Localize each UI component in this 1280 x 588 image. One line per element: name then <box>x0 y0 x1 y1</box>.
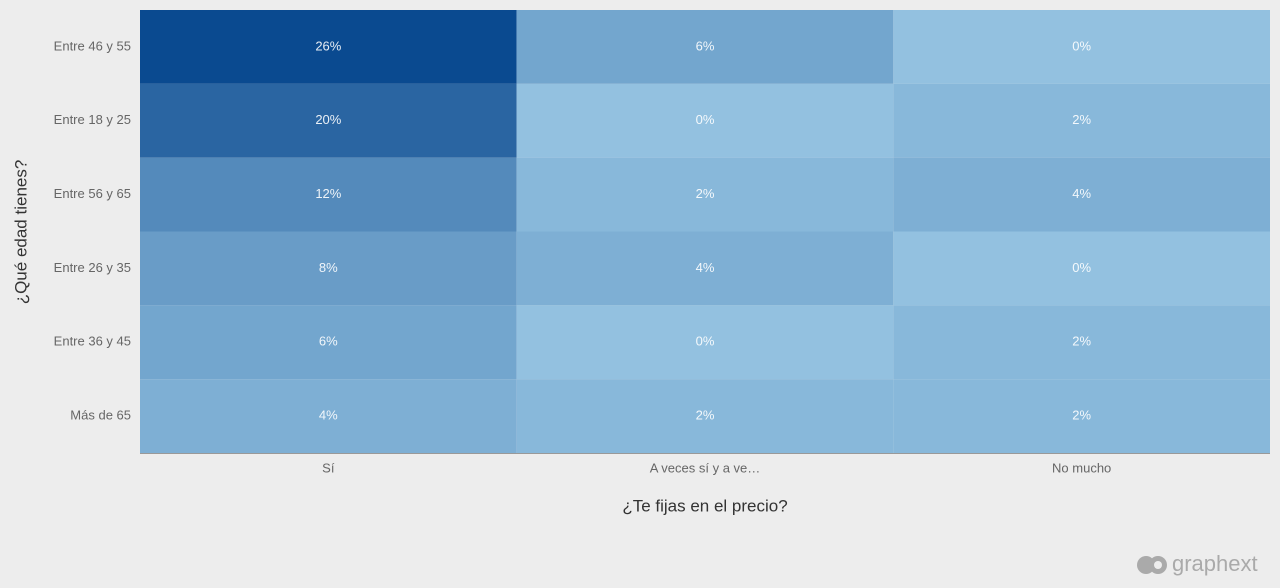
y-tick-label: Más de 65 <box>70 408 131 423</box>
heatmap-cell <box>140 83 517 158</box>
heatmap-cell <box>516 379 894 453</box>
y-tick-label: Entre 46 y 55 <box>54 38 131 53</box>
cell-label: 12% <box>315 186 341 201</box>
heatmap-cell <box>516 305 894 380</box>
heatmap-cell <box>140 231 517 306</box>
y-tick-label: Entre 18 y 25 <box>54 112 131 127</box>
cell-label: 20% <box>315 112 341 127</box>
heatmap-cell <box>140 10 517 84</box>
cell-label: 4% <box>1072 186 1091 201</box>
x-tick-label: Sí <box>322 460 335 475</box>
y-tick-label: Entre 26 y 35 <box>54 260 131 275</box>
y-tick-label: Entre 36 y 45 <box>54 334 131 349</box>
cell-label: 2% <box>1072 334 1091 349</box>
heatmap-cell <box>516 157 894 232</box>
brand-logo: graphext <box>1137 551 1258 576</box>
cell-label: 8% <box>319 260 338 275</box>
cell-label: 2% <box>696 408 715 423</box>
cell-label: 6% <box>319 334 338 349</box>
heatmap-cell <box>893 83 1270 158</box>
x-tick-label: A veces sí y a ve… <box>650 460 761 475</box>
cell-label: 6% <box>696 38 715 53</box>
heatmap-cell <box>893 379 1270 453</box>
cell-label: 0% <box>1072 38 1091 53</box>
heatmap-cell <box>140 157 517 232</box>
heatmap-cell <box>516 83 894 158</box>
cell-label: 26% <box>315 38 341 53</box>
cell-label: 4% <box>319 408 338 423</box>
cell-label: 4% <box>696 260 715 275</box>
heatmap-cell <box>893 10 1270 84</box>
heatmap-cell <box>516 10 894 84</box>
cell-label: 0% <box>696 112 715 127</box>
heatmap-cell <box>893 231 1270 306</box>
y-axis-title: ¿Qué edad tienes? <box>11 160 30 305</box>
heatmap-cell <box>893 157 1270 232</box>
cell-label: 2% <box>1072 408 1091 423</box>
y-tick-label: Entre 56 y 65 <box>54 186 131 201</box>
cell-label: 2% <box>696 186 715 201</box>
heatmap-cell <box>893 305 1270 380</box>
heatmap-cell <box>140 305 517 380</box>
cell-label: 2% <box>1072 112 1091 127</box>
heatmap-cell <box>516 231 894 306</box>
cell-label: 0% <box>696 334 715 349</box>
x-axis-title: ¿Te fijas en el precio? <box>622 496 787 515</box>
brand-name: graphext <box>1172 551 1258 576</box>
x-tick-label: No mucho <box>1052 460 1111 475</box>
cell-label: 0% <box>1072 260 1091 275</box>
logo-icon <box>1154 561 1162 569</box>
heatmap-cell <box>140 379 517 453</box>
